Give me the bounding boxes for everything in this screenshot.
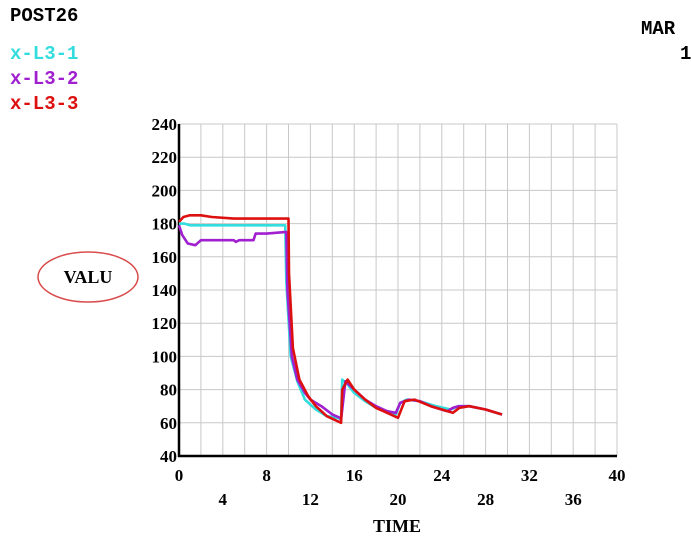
- corner-label-number: 1: [680, 43, 691, 65]
- y-tick-label: 120: [152, 314, 178, 333]
- x-tick-label: 32: [521, 466, 538, 485]
- y-tick-label: 60: [160, 414, 177, 433]
- series-line-2: [177, 224, 503, 421]
- y-tick-label: 200: [152, 181, 178, 200]
- series-line-1: [179, 222, 503, 421]
- x-axis-label: TIME: [373, 516, 421, 536]
- x-tick-label: 16: [346, 466, 363, 485]
- x-tick-label: 20: [390, 490, 407, 509]
- x-tick-label: 36: [565, 490, 582, 509]
- x-tick-label: 8: [262, 466, 271, 485]
- y-tick-labels: 40 60 80 100 120 140 160 180 200 220 240: [152, 115, 178, 466]
- series-line-3: [178, 214, 503, 425]
- y-tick-label: 220: [152, 148, 178, 167]
- y-tick-label: 180: [152, 215, 178, 234]
- y-tick-label: 160: [152, 248, 178, 267]
- x-tick-label: 4: [219, 490, 228, 509]
- y-tick-label: 80: [160, 381, 177, 400]
- series-lines: [177, 214, 503, 425]
- y-tick-label: 100: [152, 347, 178, 366]
- axes: [177, 124, 617, 458]
- legend-entry-series-1: x-L3-1: [10, 43, 79, 65]
- plot-title: POST26: [10, 5, 79, 27]
- y-tick-label: 40: [160, 447, 177, 466]
- x-tick-label: 0: [175, 466, 184, 485]
- legend-entry-series-3: x-L3-3: [10, 93, 79, 115]
- x-tick-label: 12: [302, 490, 319, 509]
- y-axis-label: VALU: [64, 267, 113, 287]
- x-tick-labels: 0 8 16 24 32 40 4 12 20 28 36: [175, 466, 626, 509]
- y-tick-label: 240: [152, 115, 178, 134]
- x-tick-label: 28: [477, 490, 494, 509]
- y-tick-label: 140: [152, 281, 178, 300]
- ylabel-ellipse: [37, 251, 139, 303]
- x-tick-label: 40: [609, 466, 626, 485]
- legend-entry-series-2: x-L3-2: [10, 68, 79, 90]
- x-tick-label: 24: [433, 466, 451, 485]
- corner-label-top: MAR: [641, 18, 676, 40]
